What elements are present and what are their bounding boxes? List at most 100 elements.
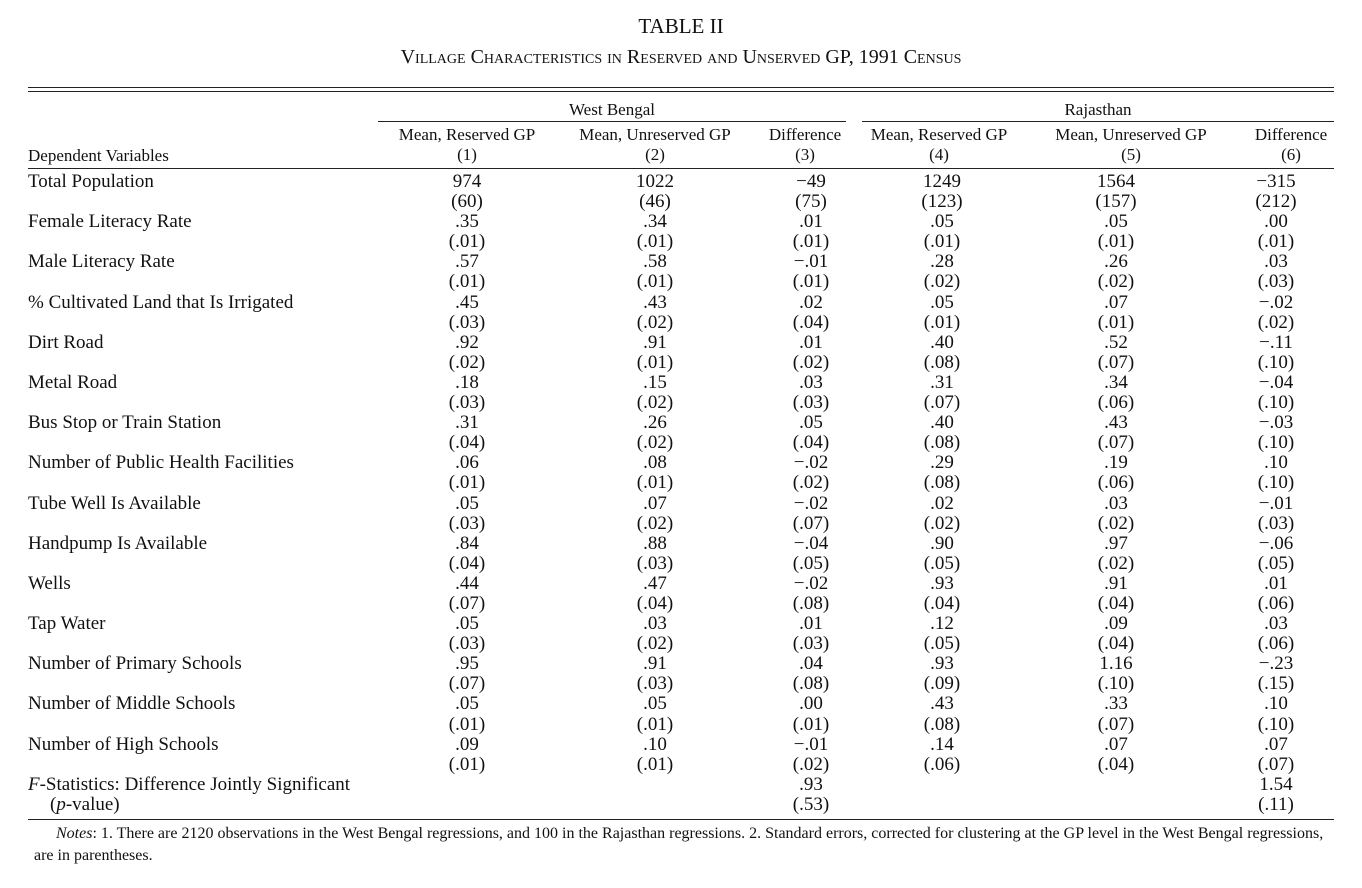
cell-col-4 [868, 795, 1016, 815]
cell-col-4: (.04) [923, 592, 961, 614]
table-row-estimate: Total Population 974 1022 −49 1249 1564 −315 [28, 171, 1336, 192]
cell-col-2: 1022 [636, 171, 674, 192]
cell-col-2 [556, 775, 754, 795]
cell-col-3: −.02 [793, 492, 829, 514]
row-label: Wells [28, 572, 71, 594]
cell-col-3: .01 [799, 211, 823, 233]
cell-col-6: −.02 [1258, 291, 1294, 313]
table-row-standard-error: (60) (46) (75) (123) (157) (212) [28, 191, 1336, 213]
table-row-estimate: Number of High Schools .09 .10 −.01 .14 .07 .0… [28, 733, 1336, 755]
cell-col-2: .91 [643, 331, 667, 353]
cell-col-2: .05 [643, 693, 667, 715]
cell-col-5: (.06) [1097, 472, 1135, 494]
cell-col-1: .18 [455, 371, 479, 393]
cell-col-4: (.08) [923, 351, 961, 373]
cell-col-3: (.08) [792, 592, 830, 614]
cell-col-5: (.10) [1097, 673, 1135, 695]
cell-col-6: (.10) [1257, 351, 1295, 373]
cell-col-4: (.07) [923, 392, 961, 414]
table-row-standard-error: (.01) (.01) (.02) (.06) (.04) (.07) [28, 753, 1336, 775]
cell-col-3: .00 [799, 693, 823, 715]
cell-col-2: (.01) [636, 753, 674, 775]
cell-col-3: (.03) [792, 633, 830, 655]
cell-col-1: (.03) [448, 512, 486, 534]
row-label: Female Literacy Rate [28, 211, 192, 233]
cell-col-2: .26 [643, 412, 667, 434]
row-label [28, 272, 378, 292]
table-row-standard-error: (.03) (.02) (.03) (.07) (.06) (.10) [28, 392, 1336, 414]
row-label [28, 674, 378, 694]
cell-col-1: (60) [451, 191, 483, 213]
row-label [28, 353, 378, 373]
cell-col-3: −.01 [793, 733, 829, 755]
cell-col-1 [378, 795, 556, 815]
cell-col-4: (123) [921, 191, 963, 213]
table-row-estimate: Female Literacy Rate .35 .34 .01 .05 .05 .00 [28, 212, 1336, 232]
cell-col-5: .09 [1104, 613, 1128, 635]
row-label [28, 514, 378, 534]
cell-col-1: (.03) [448, 311, 486, 333]
cell-col-4: (.02) [923, 512, 961, 534]
row-label: F-Statistics: Difference Jointly Signifi… [28, 773, 351, 795]
row-label [28, 393, 378, 413]
cell-col-1: .45 [455, 291, 479, 313]
cell-col-3: (.02) [792, 753, 830, 775]
cell-col-4: (.01) [923, 311, 961, 333]
cell-col-1: (.02) [448, 351, 486, 373]
table-row-standard-error: (.04) (.02) (.04) (.08) (.07) (.10) [28, 433, 1336, 453]
cell-col-3: .93 [799, 773, 823, 795]
cell-col-3: (.01) [792, 231, 830, 253]
cell-col-3: −.02 [793, 452, 829, 474]
cell-col-5: (.02) [1097, 512, 1135, 534]
cell-col-6: (.10) [1257, 713, 1295, 735]
table-row-estimate: Number of Public Health Facilities .06 .08… [28, 453, 1336, 473]
cell-col-2: .03 [643, 613, 667, 635]
cell-col-6: .10 [1264, 693, 1288, 715]
cell-col-1: (.04) [448, 432, 486, 454]
cell-col-6: −315 [1256, 171, 1296, 192]
cell-col-1 [378, 775, 556, 795]
table-row-standard-error: (.01) (.01) (.01) (.08) (.07) (.10) [28, 713, 1336, 735]
cell-col-6: .00 [1264, 211, 1288, 233]
cell-col-1: (.01) [448, 713, 486, 735]
cell-col-1: .92 [455, 331, 479, 353]
cell-col-1: .05 [455, 613, 479, 635]
row-label: Bus Stop or Train Station [28, 412, 222, 434]
row-label [28, 473, 378, 493]
cell-col-6: .01 [1264, 572, 1288, 594]
table-row-estimate: Male Literacy Rate .57 .58 −.01 .28 .26 .03 [28, 252, 1336, 272]
table-row-estimate: Number of Primary Schools .95 .91 .04 .93 1.1… [28, 654, 1336, 674]
cell-col-4: (.06) [923, 753, 961, 775]
cell-col-6: (.15) [1257, 673, 1295, 695]
cell-col-2: (.03) [636, 673, 674, 695]
cell-col-3: .03 [799, 371, 823, 393]
cell-col-5: .07 [1104, 291, 1128, 313]
header-rule [28, 168, 1334, 169]
cell-col-5: (.04) [1097, 633, 1135, 655]
row-label [28, 715, 378, 735]
cell-col-6: 1.54 [1259, 773, 1293, 795]
cell-col-2: .47 [643, 572, 667, 594]
cell-col-2: .10 [643, 733, 667, 755]
cell-col-2: .08 [643, 452, 667, 474]
cell-col-1: (.07) [448, 592, 486, 614]
row-label: Number of Public Health Facilities [28, 452, 294, 474]
cell-col-5: (.04) [1097, 592, 1135, 614]
cell-col-6: .03 [1264, 613, 1288, 635]
dependent-variables-header: Dependent Variables [28, 146, 169, 165]
cell-col-6: .03 [1264, 251, 1288, 273]
top-rule-double [28, 91, 1334, 92]
table-row-standard-error: (.01) (.01) (.01) (.01) (.01) (.01) [28, 232, 1336, 252]
row-label: Number of High Schools [28, 733, 219, 755]
cell-col-6: (.11) [1258, 793, 1294, 815]
cell-col-4: .02 [930, 492, 954, 514]
row-label [28, 594, 378, 614]
cell-col-1: .84 [455, 532, 479, 554]
row-label [28, 554, 378, 574]
cell-col-4: (.08) [923, 472, 961, 494]
cell-col-3: .02 [799, 291, 823, 313]
cell-col-1: (.03) [448, 633, 486, 655]
cell-col-4: .93 [930, 653, 954, 675]
cell-col-4: .31 [930, 371, 954, 393]
table-row-estimate: Metal Road .18 .15 .03 .31 .34 −.04 [28, 371, 1336, 393]
